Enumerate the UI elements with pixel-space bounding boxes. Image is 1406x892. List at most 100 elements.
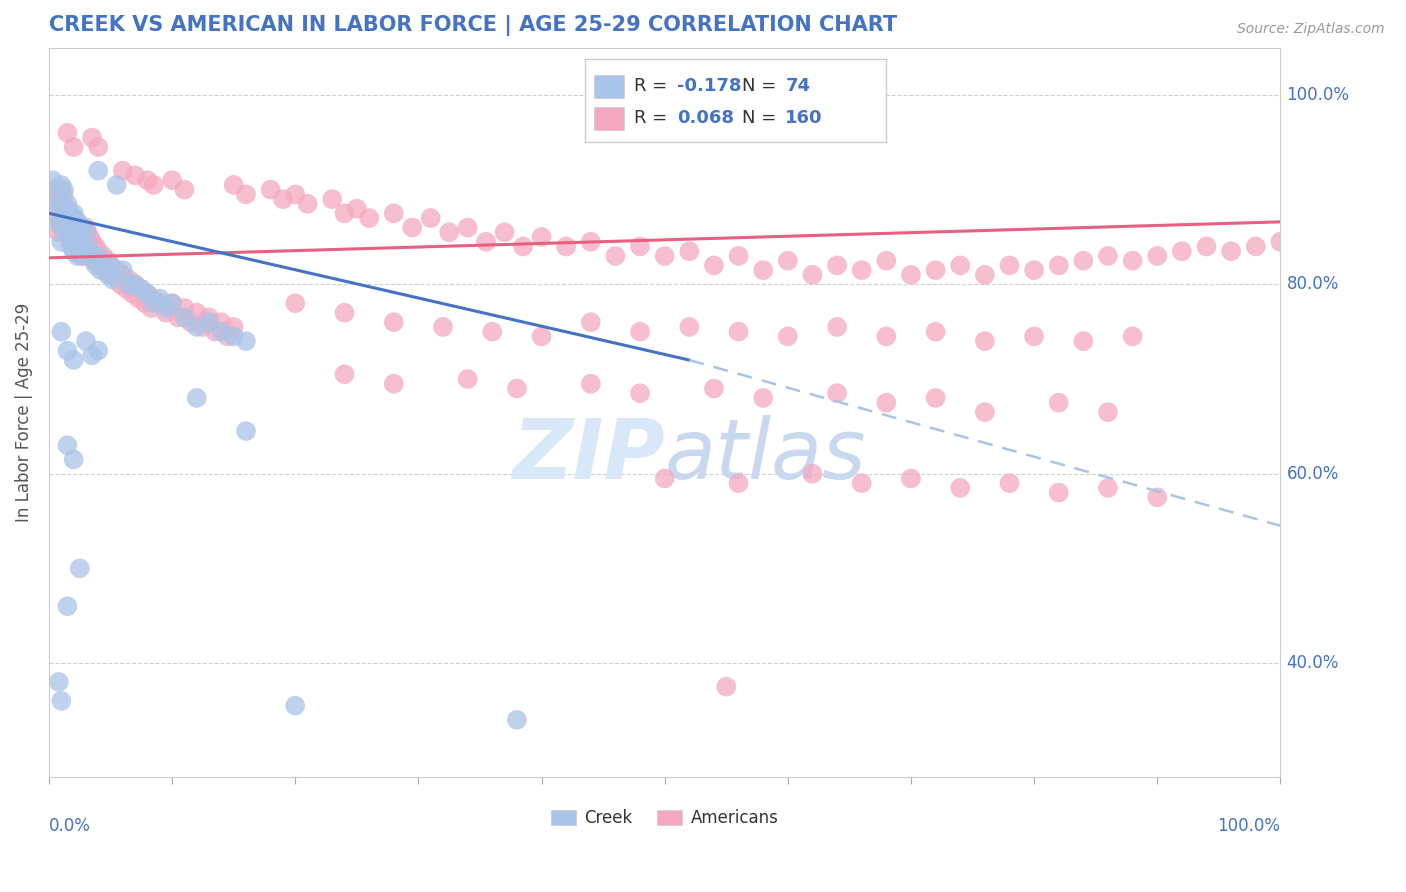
Point — [949, 481, 972, 495]
Point — [628, 386, 651, 401]
Text: 80.0%: 80.0% — [1286, 276, 1339, 293]
Point — [1022, 263, 1045, 277]
Point — [401, 220, 423, 235]
Point — [124, 277, 146, 292]
Point — [204, 325, 226, 339]
Point — [973, 334, 995, 348]
Point — [801, 467, 824, 481]
Point — [875, 329, 897, 343]
Point — [924, 325, 946, 339]
Point — [142, 292, 165, 306]
Point — [75, 239, 97, 253]
Point — [62, 225, 84, 239]
Text: R =: R = — [634, 110, 673, 128]
Point — [727, 249, 749, 263]
Legend: Creek, Americans: Creek, Americans — [544, 803, 785, 834]
Point — [271, 192, 294, 206]
Text: CREEK VS AMERICAN IN LABOR FORCE | AGE 25-29 CORRELATION CHART: CREEK VS AMERICAN IN LABOR FORCE | AGE 2… — [49, 15, 897, 36]
Point — [924, 263, 946, 277]
Point — [80, 249, 103, 263]
Point — [111, 163, 134, 178]
Text: ZIP: ZIP — [512, 416, 665, 496]
Point — [457, 372, 479, 386]
Point — [65, 235, 87, 249]
Point — [142, 178, 165, 192]
Point — [51, 220, 73, 235]
Point — [1022, 329, 1045, 343]
Point — [801, 268, 824, 282]
Point — [776, 329, 799, 343]
Point — [875, 253, 897, 268]
Point — [949, 259, 972, 273]
Point — [155, 306, 177, 320]
Point — [1146, 249, 1168, 263]
Point — [75, 334, 97, 348]
Point — [284, 187, 307, 202]
Point — [1047, 395, 1070, 409]
Point — [75, 225, 97, 239]
Point — [62, 211, 84, 225]
Text: 160: 160 — [786, 110, 823, 128]
Point — [59, 230, 82, 244]
Point — [1270, 235, 1292, 249]
Point — [53, 206, 76, 220]
Point — [579, 315, 602, 329]
Text: 100.0%: 100.0% — [1286, 86, 1350, 104]
Point — [69, 225, 91, 239]
Point — [124, 277, 146, 292]
Point — [56, 220, 79, 235]
Text: atlas: atlas — [665, 416, 866, 496]
Text: 60.0%: 60.0% — [1286, 465, 1339, 483]
Point — [437, 225, 460, 239]
Point — [506, 382, 529, 396]
Point — [142, 296, 165, 310]
Point — [209, 315, 232, 329]
Point — [51, 202, 73, 216]
Point — [1047, 485, 1070, 500]
Point — [121, 286, 143, 301]
Point — [160, 173, 183, 187]
Point — [84, 259, 107, 273]
Point — [727, 325, 749, 339]
Point — [321, 192, 343, 206]
Point — [51, 216, 73, 230]
Point — [66, 220, 89, 235]
Point — [186, 320, 208, 334]
Point — [180, 315, 202, 329]
Text: -0.178: -0.178 — [676, 78, 741, 95]
Point — [173, 310, 195, 325]
Point — [49, 183, 72, 197]
Point — [124, 169, 146, 183]
Point — [69, 561, 91, 575]
Point — [776, 253, 799, 268]
Point — [52, 183, 75, 197]
Point — [66, 249, 89, 263]
Point — [235, 334, 257, 348]
Point — [297, 197, 319, 211]
Point — [94, 263, 117, 277]
FancyBboxPatch shape — [595, 107, 624, 130]
Point — [998, 476, 1021, 491]
Point — [678, 320, 700, 334]
Point — [512, 239, 534, 253]
Point — [80, 348, 103, 362]
Point — [530, 329, 553, 343]
Point — [75, 244, 97, 259]
Point — [457, 220, 479, 235]
Point — [1097, 405, 1119, 419]
Point — [333, 306, 356, 320]
Point — [382, 315, 405, 329]
Point — [75, 220, 97, 235]
Point — [60, 211, 83, 225]
Point — [149, 292, 172, 306]
Point — [69, 235, 91, 249]
Point — [41, 183, 63, 197]
Point — [62, 206, 84, 220]
Point — [1244, 239, 1267, 253]
Point — [628, 325, 651, 339]
Point — [333, 206, 356, 220]
Text: 0.0%: 0.0% — [49, 817, 91, 835]
Point — [825, 320, 848, 334]
Point — [703, 382, 725, 396]
Point — [53, 206, 76, 220]
